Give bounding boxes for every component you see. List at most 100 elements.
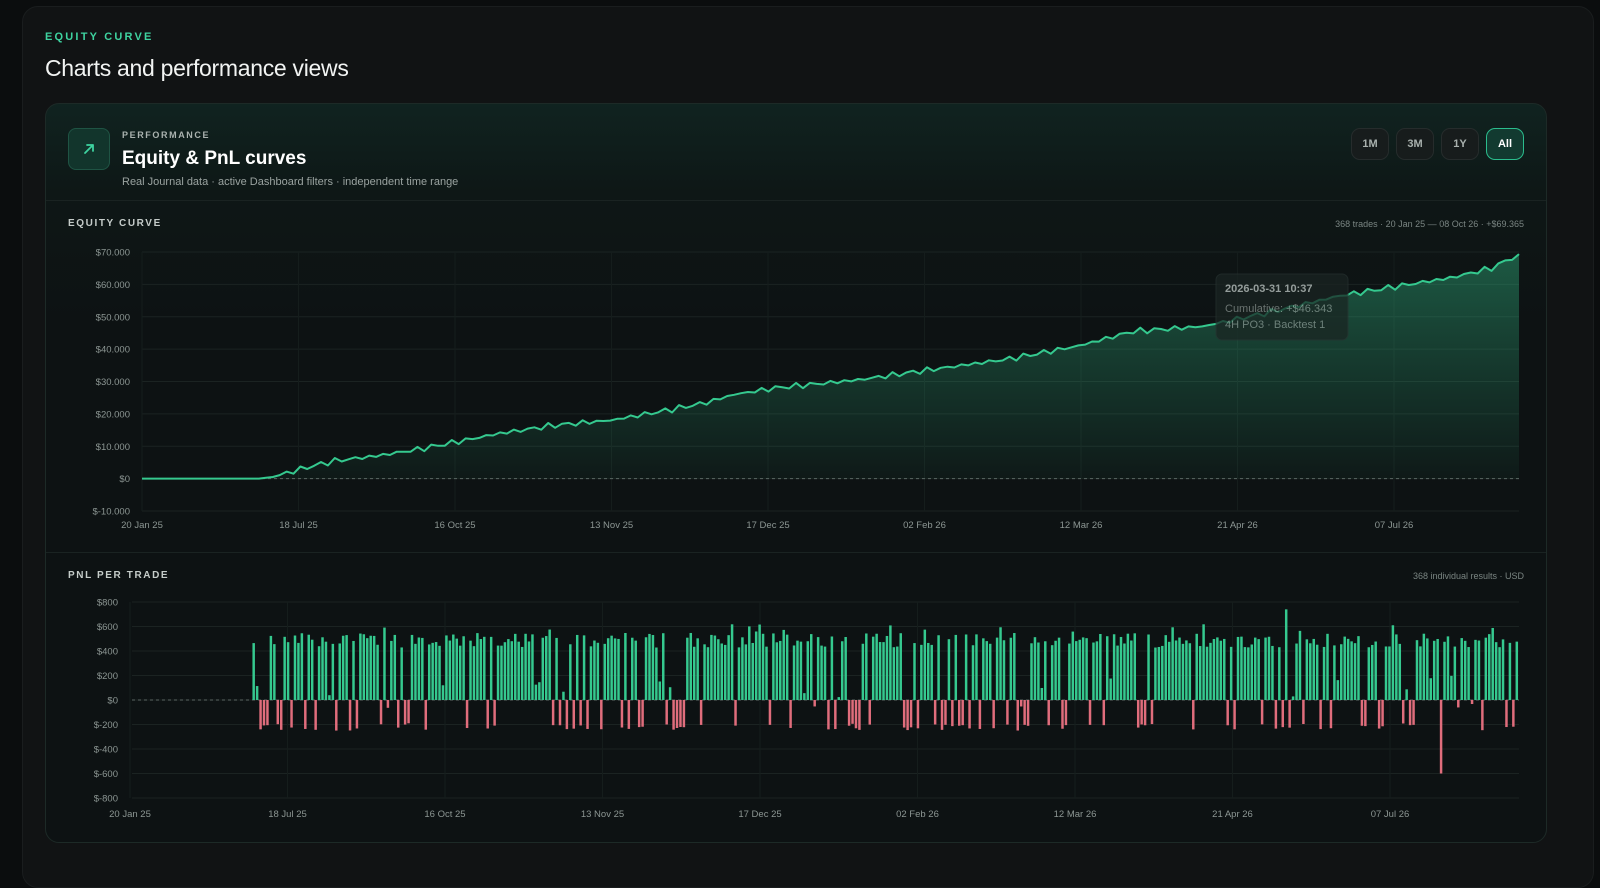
pnl-bar: [1460, 638, 1463, 700]
pnl-bar: [372, 635, 376, 700]
pnl-bar: [1470, 700, 1474, 705]
y-tick-label: $-400: [94, 745, 118, 756]
pnl-bar: [1291, 696, 1295, 700]
pnl-bar: [1167, 641, 1171, 700]
pnl-bar: [1178, 637, 1181, 700]
pnl-bar: [1212, 638, 1216, 700]
card-title: Equity & PnL curves: [122, 148, 307, 169]
pnl-bar: [252, 643, 255, 700]
pnl-bar: [279, 700, 283, 730]
pnl-bar: [737, 647, 741, 700]
pnl-bar: [338, 643, 341, 700]
x-tick-label: 17 Dec 25: [746, 520, 789, 531]
pnl-bar: [403, 700, 407, 725]
pnl-bar: [703, 644, 706, 700]
pnl-bar: [754, 631, 758, 700]
pnl-bar: [438, 645, 441, 700]
pnl-bar: [988, 643, 992, 700]
x-tick-label: 20 Jan 25: [121, 520, 163, 531]
pnl-bar: [865, 633, 868, 700]
x-tick-label: 20 Jan 25: [109, 809, 151, 820]
y-tick-label: $70.000: [96, 248, 130, 259]
y-tick-label: $30.000: [96, 377, 130, 388]
pnl-bar: [455, 638, 458, 700]
pnl-bar: [741, 637, 744, 700]
pnl-bar: [1092, 642, 1095, 700]
pnl-bar: [1260, 700, 1264, 725]
pnl-bar: [1240, 636, 1243, 700]
range-button-1m[interactable]: 1M: [1351, 128, 1389, 160]
pnl-bar: [644, 637, 648, 700]
pnl-bar: [331, 643, 335, 700]
pnl-bar: [854, 700, 858, 729]
pnl-per-trade-chart[interactable]: $800 $600 $400 $200 $0 $-200 $-400 $-600 $-800 20…: [46, 586, 1546, 826]
pnl-bar: [720, 643, 723, 700]
pnl-bar: [1432, 640, 1436, 700]
pnl-bar: [1250, 644, 1254, 700]
pnl-bar: [348, 700, 352, 731]
y-tick-label: $0: [107, 696, 118, 707]
pnl-bar: [486, 700, 489, 729]
pnl-bar: [569, 644, 572, 700]
pnl-bar: [892, 647, 896, 700]
tooltip-date: 2026-03-31 10:37: [1225, 283, 1312, 295]
pnl-bar: [1278, 647, 1281, 700]
pnl-bar: [995, 637, 999, 700]
y-tick-label: $800: [97, 598, 118, 609]
pnl-bar: [328, 695, 331, 700]
x-tick-label: 18 Jul 25: [268, 809, 307, 820]
pnl-bar: [600, 700, 603, 730]
y-tick-label: $-800: [94, 794, 118, 805]
pnl-bar: [975, 634, 978, 700]
pnl-bar: [1481, 700, 1484, 731]
pnl-bar: [927, 642, 930, 700]
x-tick-label: 02 Feb 26: [903, 520, 946, 531]
pnl-bar: [1498, 647, 1501, 700]
y-tick-label: $20.000: [96, 409, 130, 420]
pnl-bar: [648, 633, 651, 700]
pnl-bar: [335, 700, 338, 731]
pnl-bar: [672, 700, 675, 730]
range-button-3m[interactable]: 3M: [1396, 128, 1434, 160]
pnl-bar: [1140, 700, 1143, 725]
range-button-1y[interactable]: 1Y: [1441, 128, 1479, 160]
pnl-bar: [637, 700, 641, 728]
pnl-bar: [1384, 646, 1388, 700]
pnl-bar: [589, 646, 593, 700]
pnl-bar: [324, 641, 328, 700]
pnl-bar: [1247, 647, 1250, 700]
pnl-bar: [1371, 644, 1374, 700]
tooltip-setup: 4H PO3 · Backtest 1: [1225, 319, 1325, 331]
pnl-bar: [1405, 689, 1408, 700]
pnl-bar: [1026, 700, 1030, 726]
performance-card: PERFORMANCE Equity & PnL curves Real Jou…: [45, 103, 1547, 843]
equity-curve-chart[interactable]: $70.000 $60.000 $50.000 $40.000 $30.000 $20.0…: [46, 234, 1546, 534]
pnl-bar: [816, 637, 820, 700]
pnl-bar: [393, 634, 397, 700]
pnl-bar: [971, 645, 975, 700]
card-label: PERFORMANCE: [122, 130, 211, 140]
pnl-bar: [1133, 633, 1137, 700]
pnl-bar: [944, 700, 947, 725]
pnl-bar: [1047, 700, 1050, 726]
pnl-bar: [1415, 640, 1419, 700]
pnl-bar: [593, 640, 596, 700]
range-button-all[interactable]: All: [1486, 128, 1524, 160]
pnl-bar: [1164, 635, 1167, 700]
pnl-bar: [1319, 700, 1322, 730]
pnl-bar: [507, 639, 510, 700]
pnl-bar: [1202, 624, 1205, 700]
pnl-bar: [1315, 644, 1319, 700]
pnl-bar: [999, 627, 1002, 700]
pnl-bar: [1274, 700, 1278, 729]
pnl-bar: [1061, 700, 1064, 729]
pnl-bar: [1064, 700, 1068, 726]
pnl-bar: [534, 684, 538, 700]
pnl-bar: [544, 636, 548, 700]
pnl-bar: [1377, 700, 1381, 729]
pnl-bar: [1157, 646, 1161, 700]
pnl-bar: [1019, 700, 1023, 707]
pnl-bar: [531, 634, 534, 700]
pnl-bar: [524, 633, 527, 700]
pnl-bar: [300, 633, 304, 700]
